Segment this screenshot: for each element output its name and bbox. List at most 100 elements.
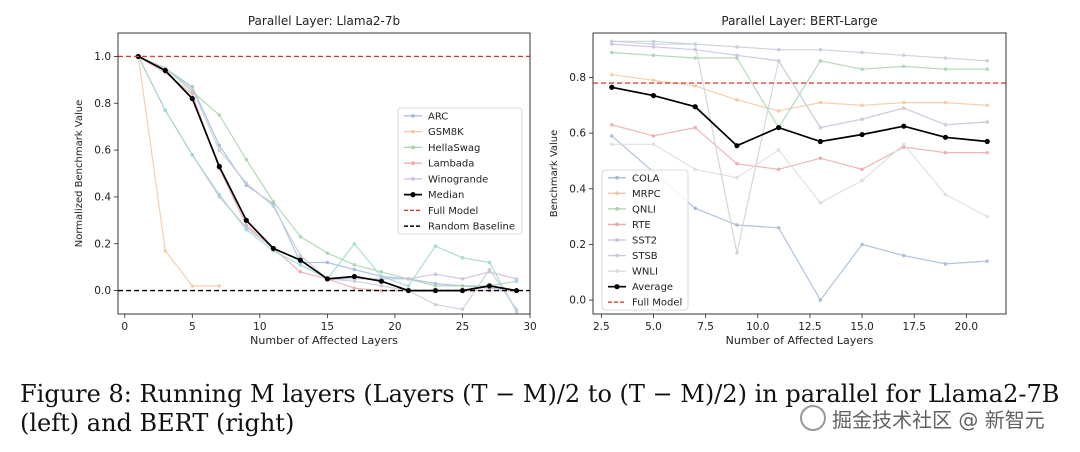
legend-item-arc: ARC — [404, 111, 448, 122]
legend-label: RTE — [632, 220, 651, 231]
series-rte — [609, 123, 990, 172]
x-tick-label: 17.5 — [903, 321, 926, 333]
legend-swatch-marker — [411, 113, 415, 118]
legend-swatch-marker — [615, 191, 619, 196]
data-point — [735, 97, 739, 102]
x-tick-label: 20 — [388, 321, 401, 333]
data-point — [190, 92, 195, 96]
data-point — [860, 50, 864, 55]
data-point — [651, 53, 656, 58]
caption-line-2: (left) and BERT (right) — [20, 409, 295, 437]
legend-item-average: Average — [608, 282, 673, 293]
data-point — [985, 120, 990, 124]
data-point — [352, 267, 357, 272]
data-point — [406, 277, 411, 281]
legend-box — [601, 169, 689, 311]
y-axis-label: Benchmark Value — [549, 130, 560, 218]
data-point — [943, 100, 948, 105]
legend-item-hellaswag: HellaSwag — [404, 143, 480, 154]
data-point — [776, 109, 781, 113]
legend-swatch-marker — [615, 175, 619, 180]
series-average — [609, 84, 990, 149]
data-point — [985, 67, 990, 71]
data-point — [514, 277, 519, 281]
data-point — [460, 255, 465, 260]
data-point — [609, 72, 614, 77]
data-point — [609, 50, 614, 55]
data-point — [693, 84, 698, 88]
data-point — [776, 124, 782, 131]
data-point — [943, 123, 948, 127]
watermark-logo-icon — [800, 405, 826, 431]
series-line — [611, 124, 988, 170]
data-point — [776, 47, 781, 52]
data-point — [609, 142, 614, 147]
data-point — [901, 53, 906, 58]
data-point — [651, 39, 656, 44]
x-tick-label: 15 — [321, 321, 334, 333]
data-point — [609, 134, 614, 138]
data-point — [650, 92, 657, 99]
data-point — [735, 175, 739, 180]
data-point — [271, 204, 276, 209]
data-point — [860, 67, 864, 71]
watermark: 掘金技术社区 @ 新智元 — [800, 404, 1045, 433]
x-tick-label: 30 — [523, 321, 536, 333]
data-point — [651, 134, 656, 138]
data-point — [297, 257, 303, 263]
data-point — [651, 42, 656, 46]
data-point — [162, 67, 168, 74]
series-line — [611, 51, 988, 129]
data-point — [433, 302, 438, 307]
x-axis-label: Number of Affected Layers — [726, 334, 874, 347]
data-point — [325, 260, 330, 265]
x-tick-label: 12.5 — [798, 321, 821, 333]
legend-swatch-marker — [411, 145, 415, 150]
data-point — [432, 287, 439, 294]
data-point — [487, 267, 492, 272]
data-point — [271, 199, 276, 204]
x-tick-label: 2.5 — [593, 321, 610, 333]
data-point — [244, 227, 249, 232]
data-point — [379, 288, 384, 293]
legend-item-mrpc: MRPC — [608, 189, 661, 200]
data-point — [985, 214, 990, 219]
legend-item-lambada: Lambada — [404, 159, 474, 170]
legend-item-full-model: Full Model — [404, 206, 478, 217]
data-point — [406, 284, 411, 288]
data-point — [776, 225, 781, 230]
data-point — [352, 241, 357, 246]
legend-label: ARC — [428, 111, 448, 122]
legend-label: HellaSwag — [428, 143, 480, 154]
series-line — [611, 40, 988, 62]
data-point — [985, 150, 990, 155]
data-point — [735, 223, 739, 227]
data-point — [190, 152, 195, 157]
data-point — [735, 161, 739, 166]
data-point — [818, 200, 823, 205]
data-point — [325, 251, 330, 255]
data-point — [901, 123, 907, 129]
legend-item-full-model: Full Model — [608, 298, 682, 309]
data-point — [352, 279, 357, 284]
data-point — [298, 234, 303, 239]
legend-item-stsb: STSB — [608, 251, 658, 262]
data-point — [298, 270, 303, 274]
data-point — [735, 53, 739, 58]
data-point — [860, 167, 864, 172]
legend: COLA MRPC QNLI RTE SST2 STSB WNLI Average Full M… — [601, 169, 689, 311]
data-point — [190, 284, 195, 288]
legend-swatch-marker — [615, 269, 619, 274]
x-tick-label: 7.5 — [697, 321, 714, 333]
data-point — [217, 148, 222, 152]
data-point — [244, 157, 249, 162]
data-point — [735, 45, 739, 49]
legend-label: Random Baseline — [428, 222, 515, 233]
data-point — [693, 206, 698, 211]
data-point — [486, 283, 493, 289]
legend-item-cola: COLA — [608, 173, 660, 184]
legend-swatch-marker — [411, 176, 415, 181]
chart-panel-2: Parallel Layer: BERT-Large 2.5 5.0 7.5 10.0 1… — [549, 14, 1007, 347]
data-point — [163, 108, 168, 113]
caption-line-1: Figure 8: Running M layers (Layers (T − … — [20, 380, 1060, 408]
